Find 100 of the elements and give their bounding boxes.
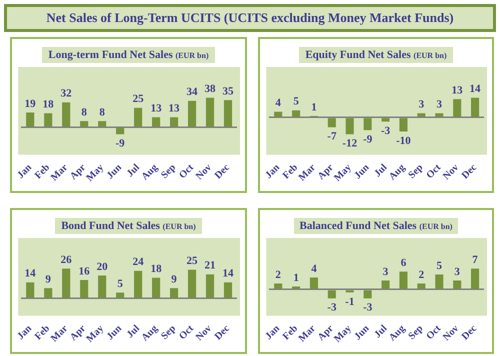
- x-tick-label: Aug: [140, 162, 160, 183]
- x-tick-label: Dec: [212, 322, 232, 342]
- x-tick-label: Mar: [296, 162, 318, 184]
- data-label: 16: [78, 265, 90, 278]
- data-label: 14: [222, 268, 234, 280]
- x-tick-label: Jul: [124, 162, 142, 180]
- x-tick-label: Jul: [124, 323, 142, 340]
- data-label: 5: [293, 96, 300, 108]
- bar: [274, 283, 282, 289]
- bar: [116, 292, 124, 298]
- x-tick-label: Jan: [15, 322, 34, 342]
- data-label: -9: [363, 133, 373, 146]
- x-tick-label: Jun: [104, 162, 124, 182]
- data-label: 9: [171, 273, 178, 286]
- data-label: 14: [470, 83, 482, 96]
- data-label: 13: [150, 102, 162, 115]
- x-tick-label: May: [84, 323, 106, 345]
- data-label: 13: [168, 102, 180, 115]
- data-label: 4: [311, 262, 318, 275]
- bar: [399, 272, 408, 289]
- data-label: 35: [222, 85, 234, 98]
- data-label: -10: [396, 134, 412, 147]
- data-label: -1: [345, 296, 354, 308]
- bar: [170, 288, 178, 298]
- bar: [310, 278, 318, 289]
- bar: [134, 108, 142, 127]
- x-tick-label: Mar: [296, 322, 318, 344]
- bar: [417, 113, 426, 117]
- data-label: 4: [275, 97, 282, 110]
- bar: [346, 118, 354, 134]
- x-tick-label: Aug: [140, 323, 160, 344]
- bar: [26, 112, 34, 127]
- bar: [364, 118, 372, 130]
- x-tick-label: Sep: [406, 322, 426, 342]
- bar: [98, 121, 106, 127]
- bar: [382, 118, 390, 122]
- x-tick-label: Sep: [406, 162, 426, 181]
- data-label: 1: [311, 101, 317, 114]
- data-label: 20: [96, 260, 108, 273]
- text: Net Sales of Long-Term UCITS (UCITS excluding Money Market Funds): [4, 4, 496, 32]
- data-label: 6: [400, 256, 407, 269]
- bar: [80, 280, 88, 298]
- bar: [382, 280, 390, 289]
- x-tick-label: Jun: [104, 322, 124, 342]
- bar: [206, 274, 214, 298]
- bar: [80, 121, 88, 127]
- x-tick-label: Nov: [194, 162, 214, 182]
- x-tick-label: Oct: [424, 322, 444, 342]
- x-tick-label: Jun: [352, 322, 372, 342]
- data-label: 3: [454, 266, 460, 278]
- data-label: 19: [24, 98, 36, 110]
- bar: [274, 112, 282, 117]
- data-label: 3: [418, 98, 425, 111]
- x-tick-label: Jan: [15, 162, 34, 181]
- x-tick-label: Dec: [460, 162, 480, 182]
- bar: [417, 283, 426, 289]
- bar: [292, 110, 300, 117]
- x-tick-label: May: [332, 162, 354, 184]
- bar: [471, 98, 480, 117]
- bar: [328, 118, 336, 128]
- data-label: 2: [418, 268, 425, 281]
- data-label: -3: [363, 302, 373, 314]
- bar: [152, 117, 160, 127]
- x-tick-label: Oct: [177, 322, 196, 342]
- data-label: 25: [132, 93, 144, 106]
- data-label: 8: [81, 106, 88, 118]
- x-tick-label: Jun: [352, 162, 372, 182]
- x-tick-label: May: [84, 162, 106, 184]
- bar: [453, 280, 462, 289]
- bar: [98, 275, 106, 298]
- data-label: 21: [204, 260, 216, 272]
- bar: [62, 102, 70, 127]
- data-label: 38: [204, 83, 216, 96]
- x-tick-label: Nov: [441, 323, 462, 344]
- x-tick-label: Jul: [372, 323, 390, 340]
- data-label: 14: [24, 268, 36, 280]
- bar: [44, 113, 52, 127]
- bar: [188, 100, 196, 127]
- bar: [206, 98, 214, 127]
- x-tick-label: Jul: [372, 162, 390, 180]
- data-label: 18: [150, 263, 162, 276]
- data-label: 18: [42, 98, 54, 111]
- x-tick-label: Nov: [441, 162, 462, 182]
- data-label: 34: [186, 86, 198, 98]
- bar: [435, 113, 444, 117]
- x-tick-label: Dec: [212, 162, 232, 182]
- bar: [399, 118, 408, 132]
- bar: [453, 99, 462, 117]
- x-tick-label: Aug: [387, 323, 408, 344]
- data-label: 1: [293, 272, 299, 284]
- data-label: 26: [60, 254, 72, 266]
- data-label: -9: [116, 138, 126, 150]
- bar: [62, 268, 70, 298]
- data-label: -3: [327, 302, 337, 314]
- bar: [364, 290, 372, 298]
- data-label: -12: [342, 138, 358, 150]
- data-label: 25: [186, 255, 198, 268]
- x-tick-label: May: [332, 323, 354, 345]
- data-label: 3: [382, 266, 389, 278]
- data-label: -3: [380, 124, 391, 137]
